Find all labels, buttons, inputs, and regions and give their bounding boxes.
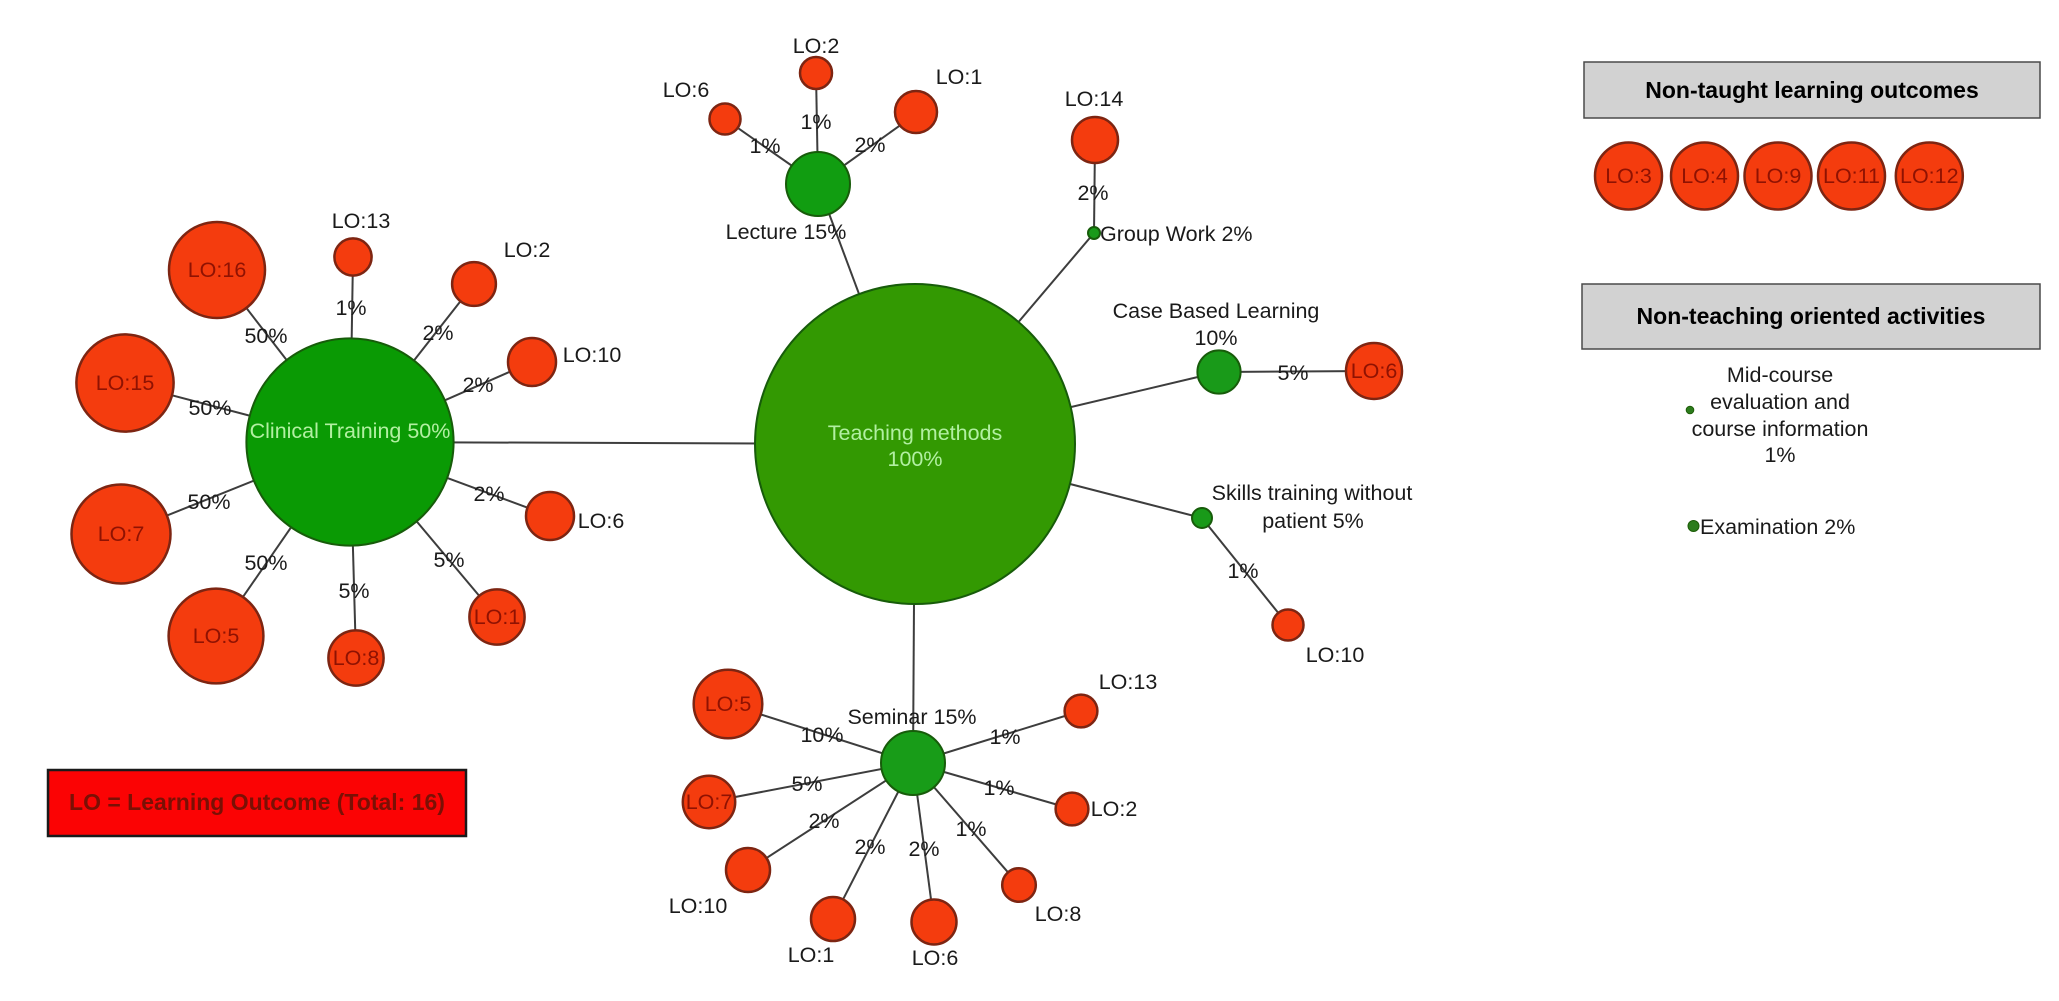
svg-text:Teaching methods: Teaching methods <box>828 421 1003 445</box>
svg-text:Skills training without: Skills training without <box>1212 481 1413 505</box>
svg-text:1%: 1% <box>800 110 831 134</box>
svg-text:10%: 10% <box>800 723 843 747</box>
svg-text:2%: 2% <box>1077 181 1108 205</box>
svg-text:Lecture 15%: Lecture 15% <box>726 220 847 244</box>
svg-text:100%: 100% <box>888 447 943 471</box>
svg-text:2%: 2% <box>473 482 504 506</box>
svg-text:1%: 1% <box>989 725 1020 749</box>
svg-text:5%: 5% <box>433 548 464 572</box>
svg-text:course information: course information <box>1692 417 1869 441</box>
svg-text:50%: 50% <box>187 490 230 514</box>
svg-text:LO:10: LO:10 <box>563 343 622 367</box>
svg-text:1%: 1% <box>1227 559 1258 583</box>
svg-text:Clinical Training 50%: Clinical Training 50% <box>250 419 451 443</box>
svg-text:LO:1: LO:1 <box>474 605 521 629</box>
svg-text:1%: 1% <box>749 134 780 158</box>
svg-text:LO:5: LO:5 <box>193 624 240 648</box>
svg-text:LO:4: LO:4 <box>1681 164 1728 188</box>
svg-text:50%: 50% <box>244 324 287 348</box>
svg-text:LO:3: LO:3 <box>1605 164 1652 188</box>
svg-text:Non-teaching oriented activiti: Non-teaching oriented activities <box>1637 303 1986 329</box>
svg-text:patient 5%: patient 5% <box>1262 509 1364 533</box>
svg-text:LO:8: LO:8 <box>1035 902 1082 926</box>
svg-text:LO:16: LO:16 <box>188 258 247 282</box>
svg-text:5%: 5% <box>791 772 822 796</box>
svg-text:Group Work 2%: Group Work 2% <box>1100 222 1253 246</box>
svg-text:1%: 1% <box>955 817 986 841</box>
svg-text:LO:11: LO:11 <box>1823 164 1880 188</box>
svg-text:LO:6: LO:6 <box>578 509 625 533</box>
svg-text:LO:7: LO:7 <box>686 790 733 814</box>
svg-text:LO:13: LO:13 <box>332 209 391 233</box>
svg-text:2%: 2% <box>854 133 885 157</box>
svg-text:LO:5: LO:5 <box>705 692 752 716</box>
svg-text:LO:12: LO:12 <box>1900 164 1959 188</box>
svg-text:Seminar 15%: Seminar 15% <box>847 705 976 729</box>
svg-text:LO:9: LO:9 <box>1755 164 1802 188</box>
svg-text:1%: 1% <box>983 776 1014 800</box>
svg-text:LO:8: LO:8 <box>333 646 380 670</box>
svg-text:LO:10: LO:10 <box>1306 643 1365 667</box>
svg-text:LO:10: LO:10 <box>669 894 728 918</box>
svg-text:LO:1: LO:1 <box>788 943 835 967</box>
svg-text:Examination 2%: Examination 2% <box>1700 515 1855 539</box>
svg-text:2%: 2% <box>854 835 885 859</box>
svg-text:1%: 1% <box>1764 443 1795 467</box>
svg-text:LO:15: LO:15 <box>96 371 155 395</box>
svg-text:LO:6: LO:6 <box>663 78 710 102</box>
svg-text:LO:2: LO:2 <box>504 238 551 262</box>
svg-text:LO:6: LO:6 <box>1351 359 1398 383</box>
svg-text:Case Based Learning: Case Based Learning <box>1113 299 1320 323</box>
svg-text:LO = Learning Outcome (Total:: LO = Learning Outcome (Total: 16) <box>69 789 445 815</box>
svg-text:50%: 50% <box>188 396 231 420</box>
svg-text:1%: 1% <box>335 296 366 320</box>
svg-text:5%: 5% <box>338 579 369 603</box>
svg-text:50%: 50% <box>244 551 287 575</box>
svg-text:LO:2: LO:2 <box>793 34 840 58</box>
svg-text:2%: 2% <box>422 321 453 345</box>
svg-text:Non-taught learning outcomes: Non-taught learning outcomes <box>1645 77 1979 103</box>
svg-text:LO:1: LO:1 <box>936 65 983 89</box>
svg-text:LO:13: LO:13 <box>1099 670 1158 694</box>
svg-text:LO:14: LO:14 <box>1065 87 1124 111</box>
svg-text:LO:7: LO:7 <box>98 522 145 546</box>
svg-text:5%: 5% <box>1277 361 1308 385</box>
svg-text:LO:2: LO:2 <box>1091 797 1138 821</box>
svg-text:LO:6: LO:6 <box>912 946 959 970</box>
svg-text:2%: 2% <box>462 373 493 397</box>
svg-text:10%: 10% <box>1194 326 1237 350</box>
svg-text:2%: 2% <box>908 837 939 861</box>
svg-text:2%: 2% <box>808 809 839 833</box>
svg-text:Mid-course: Mid-course <box>1727 363 1833 387</box>
svg-text:evaluation and: evaluation and <box>1710 390 1850 414</box>
